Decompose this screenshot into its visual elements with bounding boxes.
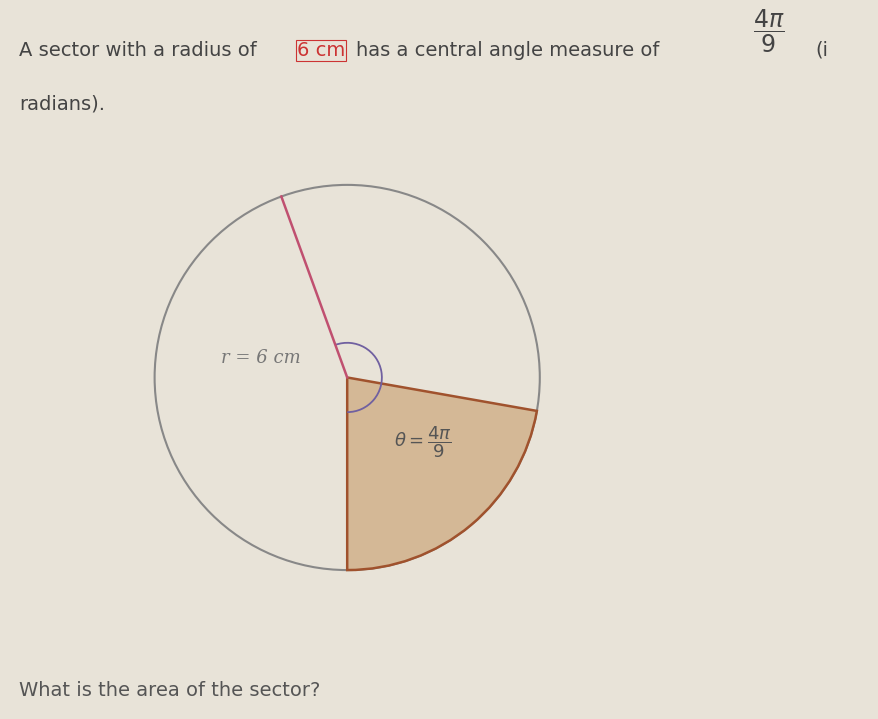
- Text: $\theta = \dfrac{4\pi}{9}$: $\theta = \dfrac{4\pi}{9}$: [394, 425, 451, 460]
- Text: has a central angle measure of: has a central angle measure of: [356, 41, 658, 60]
- Text: $\dfrac{4\pi}{9}$: $\dfrac{4\pi}{9}$: [752, 7, 784, 55]
- Text: (i: (i: [815, 41, 828, 60]
- Text: A sector with a radius of: A sector with a radius of: [19, 41, 263, 60]
- Text: radians).: radians).: [19, 95, 105, 114]
- Wedge shape: [347, 377, 536, 570]
- Text: 6 cm: 6 cm: [297, 41, 345, 60]
- Text: r = 6 cm: r = 6 cm: [220, 349, 300, 367]
- Text: What is the area of the sector?: What is the area of the sector?: [19, 681, 320, 700]
